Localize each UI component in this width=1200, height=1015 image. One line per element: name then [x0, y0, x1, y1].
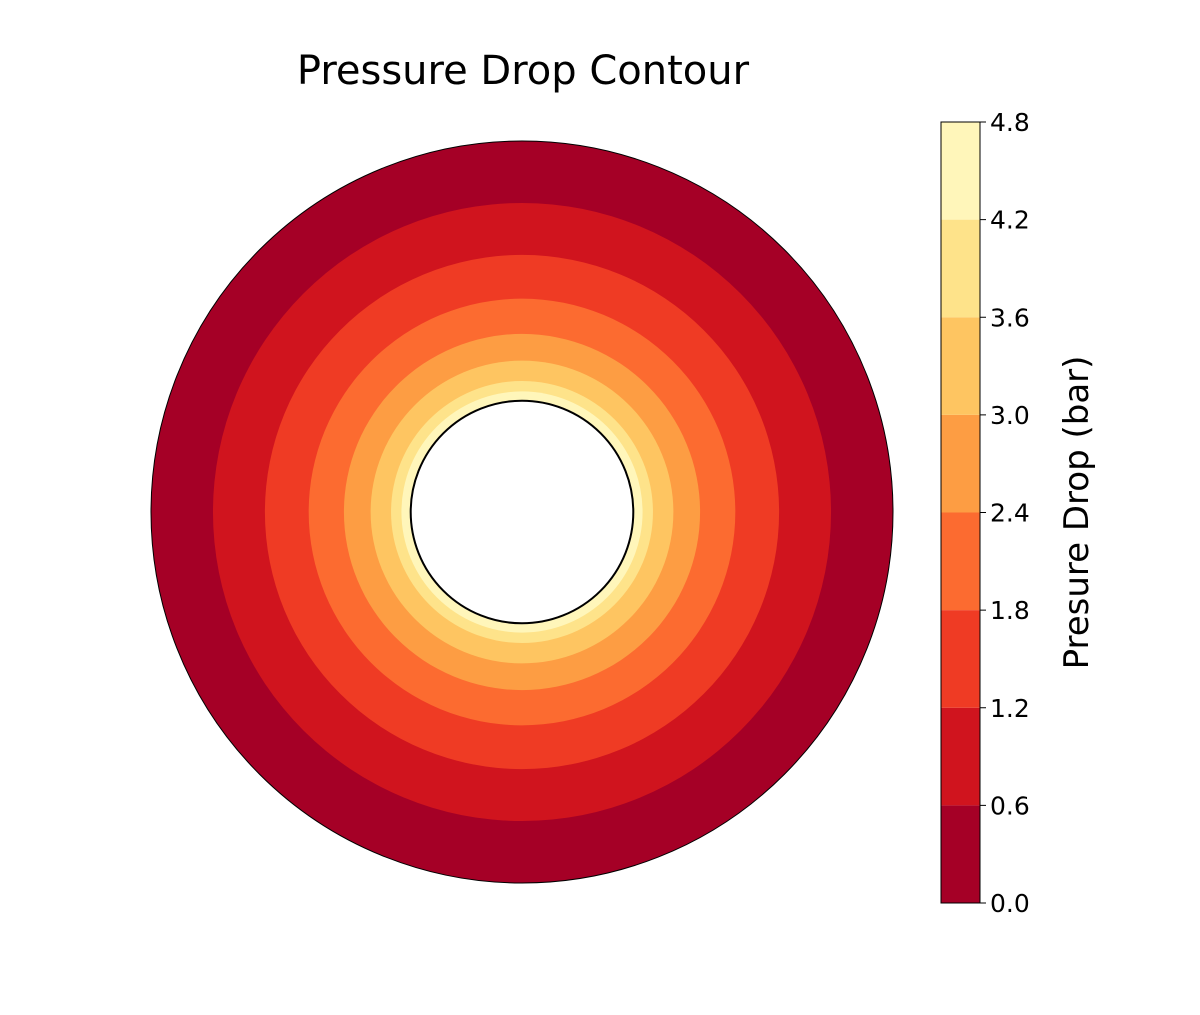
- colorbar-segment-1.2-1.8: [941, 610, 980, 708]
- inner-hole-circle: [409, 399, 635, 625]
- colorbar: 0.0 0.6 1.2 1.8 2.4 3.0 3.6 4.2 4.8: [940, 108, 1030, 918]
- colorbar-segment-2.4-3: [941, 414, 980, 513]
- colorbar-segments: [941, 122, 980, 904]
- colorbar-tick-label: 1.2: [990, 694, 1030, 723]
- colorbar-tick-label: 4.2: [990, 206, 1030, 235]
- colorbar-tick-label: 3.0: [990, 401, 1030, 430]
- colorbar-segment-3.6-4.2: [941, 219, 980, 318]
- colorbar-label: Presure Drop (bar): [1057, 356, 1097, 670]
- colorbar-segment-3-3.6: [941, 317, 980, 415]
- colorbar-ticks: 0.0 0.6 1.2 1.8 2.4 3.0 3.6 4.2 4.8: [980, 108, 1030, 918]
- colorbar-segment-1.8-2.4: [941, 512, 980, 611]
- chart-title: Pressure Drop Contour: [297, 48, 750, 94]
- colorbar-segment-0.6-1.2: [941, 707, 980, 806]
- colorbar-tick-label: 0.0: [990, 889, 1030, 918]
- colorbar-tick-label: 0.6: [990, 791, 1030, 820]
- colorbar-tick-label: 1.8: [990, 596, 1030, 625]
- colorbar-segment-4.2-4.8: [941, 122, 980, 220]
- colorbar-tick-label: 3.6: [990, 303, 1030, 332]
- colorbar-tick-label: 2.4: [990, 499, 1030, 528]
- colorbar-tick-label: 4.8: [990, 108, 1030, 137]
- outer-boundary-circle: [150, 140, 894, 884]
- colorbar-segment-0-0.6: [941, 805, 980, 904]
